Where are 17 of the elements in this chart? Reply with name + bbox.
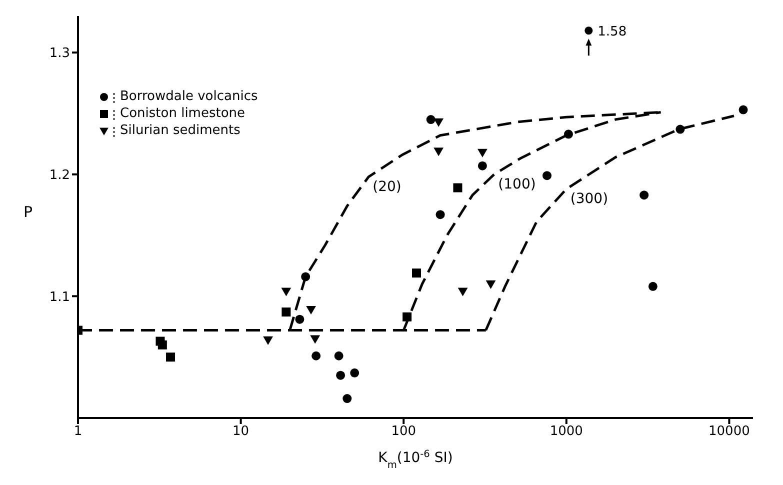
series-label: (100): [498, 176, 536, 192]
legend-label: Coniston limestone: [120, 105, 246, 122]
x-tick-label: 1: [74, 424, 82, 440]
y-tick-label: 1.3: [49, 46, 70, 62]
x-tick-label: 10000: [708, 424, 750, 440]
x-tick-label: 1000: [550, 424, 583, 440]
x-tick-label: 10: [232, 424, 250, 440]
annotation: 1.58: [598, 24, 627, 40]
legend-label: Silurian sediments: [120, 122, 240, 139]
y-axis-title: P: [23, 203, 33, 221]
y-tick-label: 1.2: [49, 168, 70, 183]
series-label: (300): [570, 190, 608, 207]
series-label: (20): [372, 178, 402, 195]
y-tick-label: 1.1: [49, 290, 70, 305]
legend-label: Borrowdale volcanics: [120, 88, 258, 105]
x-tick-label: 100: [391, 424, 416, 440]
x-axis-title: K$_{m}$(10$^{-6}$ SI): [378, 448, 453, 470]
